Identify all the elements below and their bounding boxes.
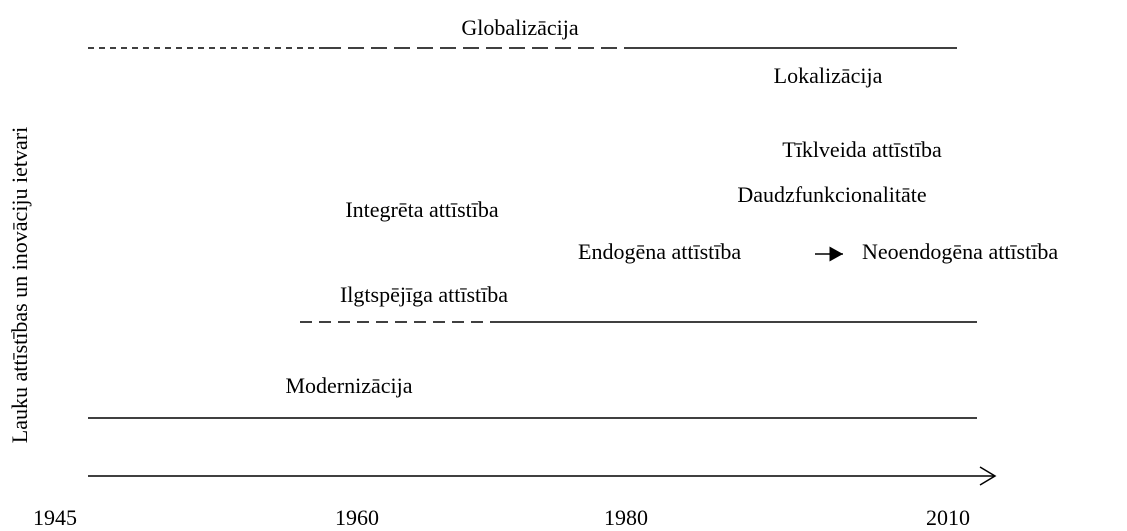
x-axis-label: 2010 — [926, 505, 970, 530]
x-axis-label: 1980 — [604, 505, 648, 530]
label: Daudzfunkcionalitāte — [737, 182, 926, 207]
x-axis-label: 1945 — [33, 505, 77, 530]
label: Globalizācija — [461, 15, 579, 40]
label: Integrēta attīstība — [345, 197, 499, 222]
label: Lokalizācija — [774, 63, 883, 88]
axis-arrowhead — [979, 466, 997, 486]
label: Ilgtspējīga attīstība — [340, 282, 508, 307]
label: Endogēna attīstība — [578, 239, 741, 264]
label: Tīklveida attīstība — [782, 137, 942, 162]
y-axis-label: Lauku attīstības un inovāciju ietvari — [7, 127, 32, 443]
label: Neoendogēna attīstība — [862, 239, 1058, 264]
x-axis-label: 1960 — [335, 505, 379, 530]
label: Modernizācija — [285, 373, 412, 398]
